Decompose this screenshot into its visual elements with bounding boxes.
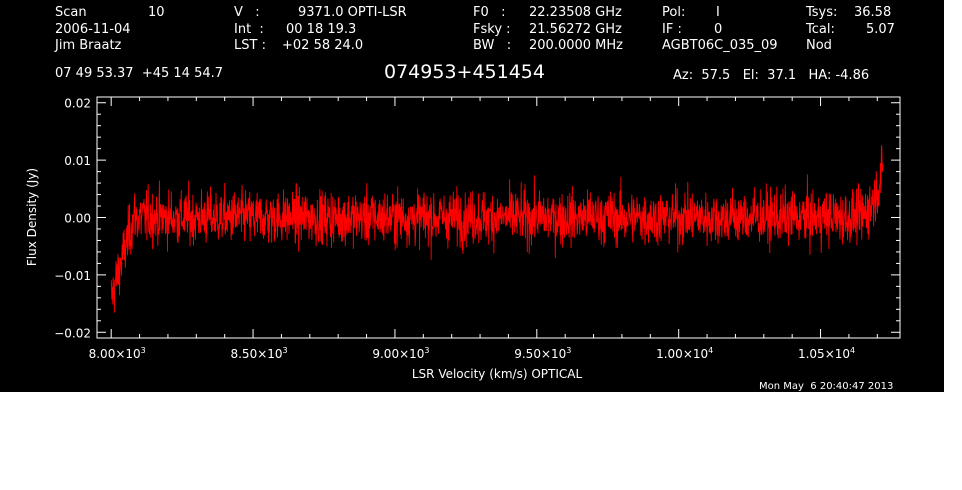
source-name: 074953+451454 <box>384 61 545 83</box>
if-label: IF : <box>662 22 682 37</box>
if-value: 0 <box>714 22 723 37</box>
integration-label: Int : <box>234 22 264 37</box>
source-coordinates: 07 49 53.37 +45 14 54.7 <box>55 66 224 81</box>
scan-label: Scan <box>55 5 87 20</box>
spectrum-line <box>110 145 884 313</box>
lst-value: +02 58 24.0 <box>282 38 364 53</box>
velocity-value: 9371.0 OPTI-LSR <box>298 5 407 20</box>
bandwidth-label: BW : <box>473 38 512 53</box>
tcal-value: 5.07 <box>866 22 895 37</box>
x-tick-label: 8.00×103 <box>89 346 146 361</box>
tsys-label: Tsys: <box>806 5 838 20</box>
integration-value: 00 18 19.3 <box>286 22 357 37</box>
observation-date: 2006-11-04 <box>55 22 131 37</box>
spectrum-series <box>110 145 884 313</box>
x-tick-label: 8.50×103 <box>230 346 287 361</box>
spectrum-panel: Scan 10 2006-11-04 Jim Braatz V : 9371.0… <box>0 0 944 392</box>
y-tick-label: −0.02 <box>54 326 91 340</box>
sky-frequency-label: Fsky : <box>473 22 511 37</box>
velocity-label: V : <box>234 5 260 20</box>
tick-labels: 8.00×103 8.50×103 9.00×103 9.50×103 1.00×104… <box>54 97 855 361</box>
scan-number: 10 <box>148 5 165 20</box>
project-id: AGBT06C_035_09 <box>662 38 778 53</box>
rest-frequency-value: 22.23508 GHz <box>529 5 622 20</box>
x-tick-label: 1.00×104 <box>656 346 713 361</box>
sky-frequency-value: 21.56272 GHz <box>529 22 622 37</box>
y-tick-label: 0.00 <box>64 212 91 226</box>
y-axis-label: Flux Density (Jy) <box>25 168 39 266</box>
observer-name: Jim Braatz <box>55 38 122 53</box>
y-tick-label: 0.02 <box>64 97 91 111</box>
x-tick-label: 9.00×103 <box>372 346 429 361</box>
polarization-value: I <box>716 5 720 20</box>
y-tick-label: −0.01 <box>54 269 91 283</box>
x-tick-label: 1.05×104 <box>798 346 855 361</box>
y-tick-label: 0.01 <box>64 154 91 168</box>
switching-mode: Nod <box>806 38 832 53</box>
bandwidth-value: 200.0000 MHz <box>529 38 623 53</box>
spectrum-plot: 8.00×103 8.50×103 9.00×103 9.50×103 1.00×104… <box>25 96 901 381</box>
pointing-info: Az: 57.5 El: 37.1 HA: -4.86 <box>673 68 870 83</box>
x-tick-label: 9.50×103 <box>514 346 571 361</box>
lst-label: LST : <box>234 38 266 53</box>
x-axis-label: LSR Velocity (km/s) OPTICAL <box>412 367 583 381</box>
tsys-value: 36.58 <box>854 5 892 20</box>
polarization-label: Pol: <box>662 5 686 20</box>
rest-frequency-label: F0 : <box>473 5 506 20</box>
tcal-label: Tcal: <box>806 22 835 37</box>
axis-ticks <box>97 97 900 338</box>
plot-timestamp: Mon May 6 20:40:47 2013 <box>759 381 894 392</box>
